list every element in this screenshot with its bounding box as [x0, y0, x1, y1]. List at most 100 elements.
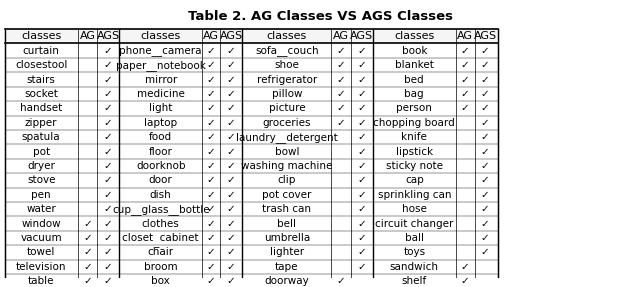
- Text: hose: hose: [402, 204, 427, 214]
- Text: ✓: ✓: [104, 262, 113, 272]
- Text: ✓: ✓: [227, 60, 236, 70]
- Text: ✓: ✓: [357, 175, 366, 185]
- Text: socket: socket: [24, 89, 58, 99]
- Text: AG: AG: [79, 31, 95, 41]
- Text: ✓: ✓: [357, 46, 366, 56]
- Text: broom: broom: [144, 262, 177, 272]
- Text: book: book: [401, 46, 427, 56]
- Text: chopping board: chopping board: [373, 118, 455, 128]
- Text: food: food: [149, 132, 172, 142]
- Text: ✓: ✓: [207, 247, 216, 257]
- Text: ✓: ✓: [357, 190, 366, 200]
- Text: ✓: ✓: [104, 190, 113, 200]
- Text: ✓: ✓: [207, 175, 216, 185]
- Text: ✓: ✓: [481, 75, 490, 84]
- Text: bell: bell: [277, 219, 296, 228]
- Text: ✓: ✓: [104, 247, 113, 257]
- Text: laptop: laptop: [144, 118, 177, 128]
- Text: ✓: ✓: [104, 60, 113, 70]
- Text: cap: cap: [405, 175, 424, 185]
- Bar: [4, 29, 499, 287]
- Text: doorknob: doorknob: [136, 161, 186, 171]
- Text: ✓: ✓: [481, 60, 490, 70]
- Bar: [4, 29, 499, 44]
- Text: trash can: trash can: [262, 204, 312, 214]
- Text: ✓: ✓: [461, 262, 470, 272]
- Text: knife: knife: [401, 132, 428, 142]
- Text: stove: stove: [27, 175, 56, 185]
- Text: ✓: ✓: [481, 247, 490, 257]
- Text: ✓: ✓: [357, 204, 366, 214]
- Text: ✓: ✓: [357, 60, 366, 70]
- Text: ch̅air: ch̅air: [148, 247, 173, 257]
- Text: ✓: ✓: [337, 276, 346, 286]
- Text: ✓: ✓: [461, 276, 470, 286]
- Text: ✓: ✓: [357, 132, 366, 142]
- Text: ✓: ✓: [227, 132, 236, 142]
- Text: pillow: pillow: [271, 89, 302, 99]
- Text: ✓: ✓: [481, 161, 490, 171]
- Text: ✓: ✓: [337, 118, 346, 128]
- Text: ✓: ✓: [227, 262, 236, 272]
- Text: doorway: doorway: [264, 276, 309, 286]
- Text: dish: dish: [150, 190, 172, 200]
- Text: stairs: stairs: [27, 75, 56, 84]
- Text: AGS: AGS: [350, 31, 373, 41]
- Text: ✓: ✓: [337, 89, 346, 99]
- Text: AG: AG: [333, 31, 349, 41]
- Text: AG: AG: [203, 31, 219, 41]
- Text: ✓: ✓: [481, 233, 490, 243]
- Text: door: door: [149, 175, 173, 185]
- Text: ✓: ✓: [207, 89, 216, 99]
- Text: ✓: ✓: [207, 147, 216, 156]
- Text: ✓: ✓: [104, 233, 113, 243]
- Text: ✓: ✓: [227, 219, 236, 228]
- Text: pot cover: pot cover: [262, 190, 312, 200]
- Text: ✓: ✓: [337, 60, 346, 70]
- Text: ✓: ✓: [207, 276, 216, 286]
- Text: umbrella: umbrella: [264, 233, 310, 243]
- Text: ✓: ✓: [83, 233, 92, 243]
- Text: washing machine: washing machine: [241, 161, 333, 171]
- Text: ✓: ✓: [227, 276, 236, 286]
- Text: ✓: ✓: [461, 60, 470, 70]
- Text: ✓: ✓: [104, 219, 113, 228]
- Text: shoe: shoe: [275, 60, 300, 70]
- Text: ✓: ✓: [357, 147, 366, 156]
- Text: toys: toys: [403, 247, 426, 257]
- Text: classes: classes: [394, 31, 435, 41]
- Text: ✓: ✓: [104, 103, 113, 113]
- Text: sofa__couch: sofa__couch: [255, 45, 319, 56]
- Text: AGS: AGS: [97, 31, 120, 41]
- Text: ✓: ✓: [227, 233, 236, 243]
- Text: pen: pen: [31, 190, 51, 200]
- Text: paper__notebook: paper__notebook: [116, 60, 205, 71]
- Text: AGS: AGS: [474, 31, 497, 41]
- Text: sticky note: sticky note: [386, 161, 443, 171]
- Text: clothes: clothes: [142, 219, 180, 228]
- Text: ✓: ✓: [227, 247, 236, 257]
- Text: ✓: ✓: [461, 46, 470, 56]
- Text: groceries: groceries: [262, 118, 311, 128]
- Text: ✓: ✓: [207, 46, 216, 56]
- Text: pot: pot: [33, 147, 50, 156]
- Text: ✓: ✓: [207, 190, 216, 200]
- Text: light: light: [149, 103, 172, 113]
- Text: lipstick: lipstick: [396, 147, 433, 156]
- Text: water: water: [26, 204, 56, 214]
- Text: ✓: ✓: [227, 147, 236, 156]
- Text: phone__camera: phone__camera: [120, 45, 202, 56]
- Text: medicine: medicine: [137, 89, 184, 99]
- Text: shelf: shelf: [402, 276, 427, 286]
- Text: ✓: ✓: [357, 219, 366, 228]
- Text: ✓: ✓: [207, 219, 216, 228]
- Text: closet  cabinet: closet cabinet: [122, 233, 199, 243]
- Text: blanket: blanket: [395, 60, 434, 70]
- Text: ✓: ✓: [227, 118, 236, 128]
- Text: sprinkling can: sprinkling can: [378, 190, 451, 200]
- Text: sandwich: sandwich: [390, 262, 439, 272]
- Text: ✓: ✓: [227, 103, 236, 113]
- Text: ✓: ✓: [337, 75, 346, 84]
- Text: AGS: AGS: [220, 31, 243, 41]
- Text: ✓: ✓: [83, 262, 92, 272]
